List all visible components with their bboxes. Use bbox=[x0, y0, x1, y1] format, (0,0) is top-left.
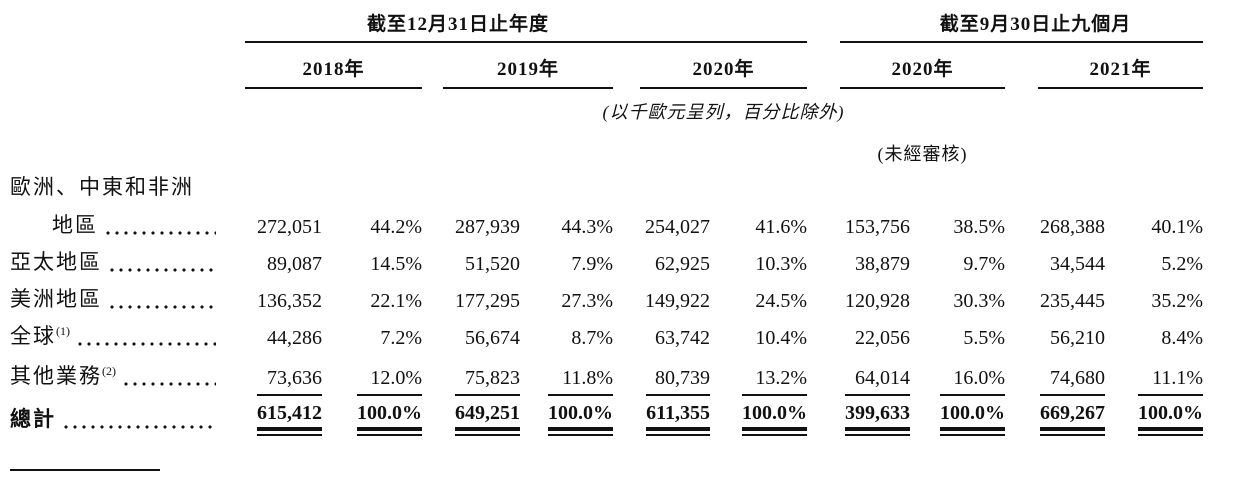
unit-note-row: (以千歐元呈列，百分比除外) bbox=[0, 88, 1236, 129]
total-value: 611,355 bbox=[646, 394, 710, 436]
group-header-row: 截至12月31日止年度 截至9月30日止九個月 bbox=[0, 8, 1236, 43]
total-percent: 100.0% bbox=[742, 394, 808, 436]
cell-value: 62,925 bbox=[655, 253, 710, 275]
cell-value: 22,056 bbox=[855, 327, 911, 349]
cell-value: 64,014 bbox=[855, 367, 911, 389]
cell-value: 56,674 bbox=[465, 327, 520, 349]
unaudited-note: (未經審核) bbox=[877, 144, 968, 164]
cell-value: 56,210 bbox=[1050, 327, 1106, 349]
cell-value: 235,445 bbox=[1040, 290, 1106, 312]
cell-value: 51,520 bbox=[465, 253, 520, 275]
col-header-2018: 2018年 bbox=[245, 42, 422, 89]
unaudited-note-row: (未經審核) bbox=[0, 129, 1236, 171]
cell-percent: 5.2% bbox=[1161, 253, 1204, 275]
cell-percent: 9.7% bbox=[963, 253, 1006, 275]
total-value: 399,633 bbox=[845, 394, 911, 436]
row-other-businesses: 其他業務(2) 73,636 12.0% 75,823 11.8% 80,739… bbox=[0, 354, 1236, 394]
cell-value: 177,295 bbox=[455, 290, 520, 312]
dot-leader bbox=[110, 305, 216, 309]
revenue-by-region-table: 截至12月31日止年度 截至9月30日止九個月 2018年 2019年 2020… bbox=[0, 8, 1236, 452]
cell-percent: 30.3% bbox=[953, 290, 1006, 312]
cell-percent: 7.2% bbox=[380, 327, 422, 349]
cell-percent: 38.5% bbox=[953, 216, 1006, 238]
total-percent: 100.0% bbox=[357, 394, 422, 436]
cell-value: 44,286 bbox=[267, 327, 322, 349]
cell-percent: 11.1% bbox=[1152, 367, 1204, 389]
col-group-year-ended-dec31: 截至12月31日止年度 bbox=[245, 8, 808, 43]
cell-percent: 27.3% bbox=[561, 290, 613, 312]
total-value: 615,412 bbox=[257, 394, 322, 436]
col-header-9m-2021: 2021年 bbox=[1038, 42, 1204, 89]
cell-percent: 11.8% bbox=[562, 367, 613, 389]
dot-leader bbox=[78, 342, 216, 346]
total-percent: 100.0% bbox=[1138, 394, 1204, 436]
row-americas: 美洲地區 136,352 22.1% 177,295 27.3% 149,922… bbox=[0, 280, 1236, 317]
cell-value: 80,739 bbox=[655, 367, 710, 389]
row-global: 全球(1) 44,286 7.2% 56,674 8.7% 63,742 10.… bbox=[0, 317, 1236, 354]
cell-percent: 8.7% bbox=[571, 327, 613, 349]
row-label-emea-region: 地區 bbox=[52, 213, 98, 237]
cell-percent: 10.4% bbox=[755, 327, 808, 349]
cell-value: 75,823 bbox=[465, 367, 520, 389]
cell-percent: 13.2% bbox=[755, 367, 808, 389]
row-label-emea: 歐洲、中東和非洲 bbox=[10, 175, 194, 199]
footnote-ref-2: (2) bbox=[102, 364, 116, 378]
col-header-9m-2020: 2020年 bbox=[840, 42, 1006, 89]
cell-value: 149,922 bbox=[645, 290, 710, 312]
cell-percent: 10.3% bbox=[755, 253, 808, 275]
cell-percent: 35.2% bbox=[1151, 290, 1204, 312]
row-label-other-businesses: 其他業務 bbox=[10, 364, 102, 388]
cell-percent: 8.4% bbox=[1161, 327, 1204, 349]
total-value: 649,251 bbox=[455, 394, 520, 436]
cell-value: 254,027 bbox=[645, 216, 710, 238]
col-group-nine-months-sep30: 截至9月30日止九個月 bbox=[840, 8, 1204, 43]
cell-value: 89,087 bbox=[267, 253, 322, 275]
cell-value: 268,388 bbox=[1040, 216, 1106, 238]
col-group-annual-label: 截至12月31日止年度 bbox=[367, 14, 550, 35]
cell-percent: 7.9% bbox=[571, 253, 613, 275]
cell-value: 120,928 bbox=[845, 290, 911, 312]
row-label-global: 全球 bbox=[10, 324, 56, 348]
cell-percent: 22.1% bbox=[370, 290, 422, 312]
dot-leader bbox=[106, 231, 216, 235]
row-label-total: 總計 bbox=[10, 407, 56, 431]
cell-percent: 24.5% bbox=[755, 290, 808, 312]
cell-percent: 44.3% bbox=[561, 216, 613, 238]
dot-leader bbox=[64, 425, 216, 429]
cell-value: 38,879 bbox=[855, 253, 911, 275]
cell-value: 63,742 bbox=[655, 327, 710, 349]
cell-value: 136,352 bbox=[257, 290, 322, 312]
row-apac: 亞太地區 89,087 14.5% 51,520 7.9% 62,925 10.… bbox=[0, 243, 1236, 280]
unit-note: (以千歐元呈列，百分比除外) bbox=[602, 102, 845, 122]
cell-value: 74,680 bbox=[1050, 367, 1106, 389]
dot-leader bbox=[124, 382, 216, 386]
row-label-apac: 亞太地區 bbox=[10, 250, 102, 274]
row-label-americas: 美洲地區 bbox=[10, 287, 102, 311]
cell-percent: 14.5% bbox=[370, 253, 422, 275]
cell-percent: 44.2% bbox=[370, 216, 422, 238]
cell-percent: 40.1% bbox=[1151, 216, 1204, 238]
col-header-2020: 2020年 bbox=[640, 42, 808, 89]
col-group-nine-months-label: 截至9月30日止九個月 bbox=[939, 14, 1132, 35]
cell-percent: 41.6% bbox=[755, 216, 808, 238]
total-value: 669,267 bbox=[1040, 394, 1106, 436]
cell-value: 153,756 bbox=[845, 216, 911, 238]
dot-leader bbox=[110, 268, 216, 272]
cell-value: 287,939 bbox=[455, 216, 520, 238]
total-percent: 100.0% bbox=[548, 394, 613, 436]
cell-value: 272,051 bbox=[257, 216, 322, 238]
total-percent: 100.0% bbox=[940, 394, 1006, 436]
year-header-row: 2018年 2019年 2020年 2020年 2021年 bbox=[0, 42, 1236, 89]
footnote-ref-1: (1) bbox=[56, 324, 70, 338]
cell-value: 73,636 bbox=[267, 367, 322, 389]
cell-percent: 16.0% bbox=[953, 367, 1006, 389]
footnote-divider bbox=[10, 469, 160, 471]
row-total: 總計 615,412 100.0% 649,251 100.0% 611,355… bbox=[0, 394, 1236, 452]
cell-percent: 5.5% bbox=[963, 327, 1006, 349]
cell-percent: 12.0% bbox=[370, 367, 422, 389]
col-header-2019: 2019年 bbox=[443, 42, 613, 89]
row-emea-region: 地區 272,051 44.2% 287,939 44.3% 254,027 4… bbox=[0, 205, 1236, 243]
row-emea-label: 歐洲、中東和非洲 bbox=[0, 171, 1236, 205]
cell-value: 34,544 bbox=[1050, 253, 1106, 275]
